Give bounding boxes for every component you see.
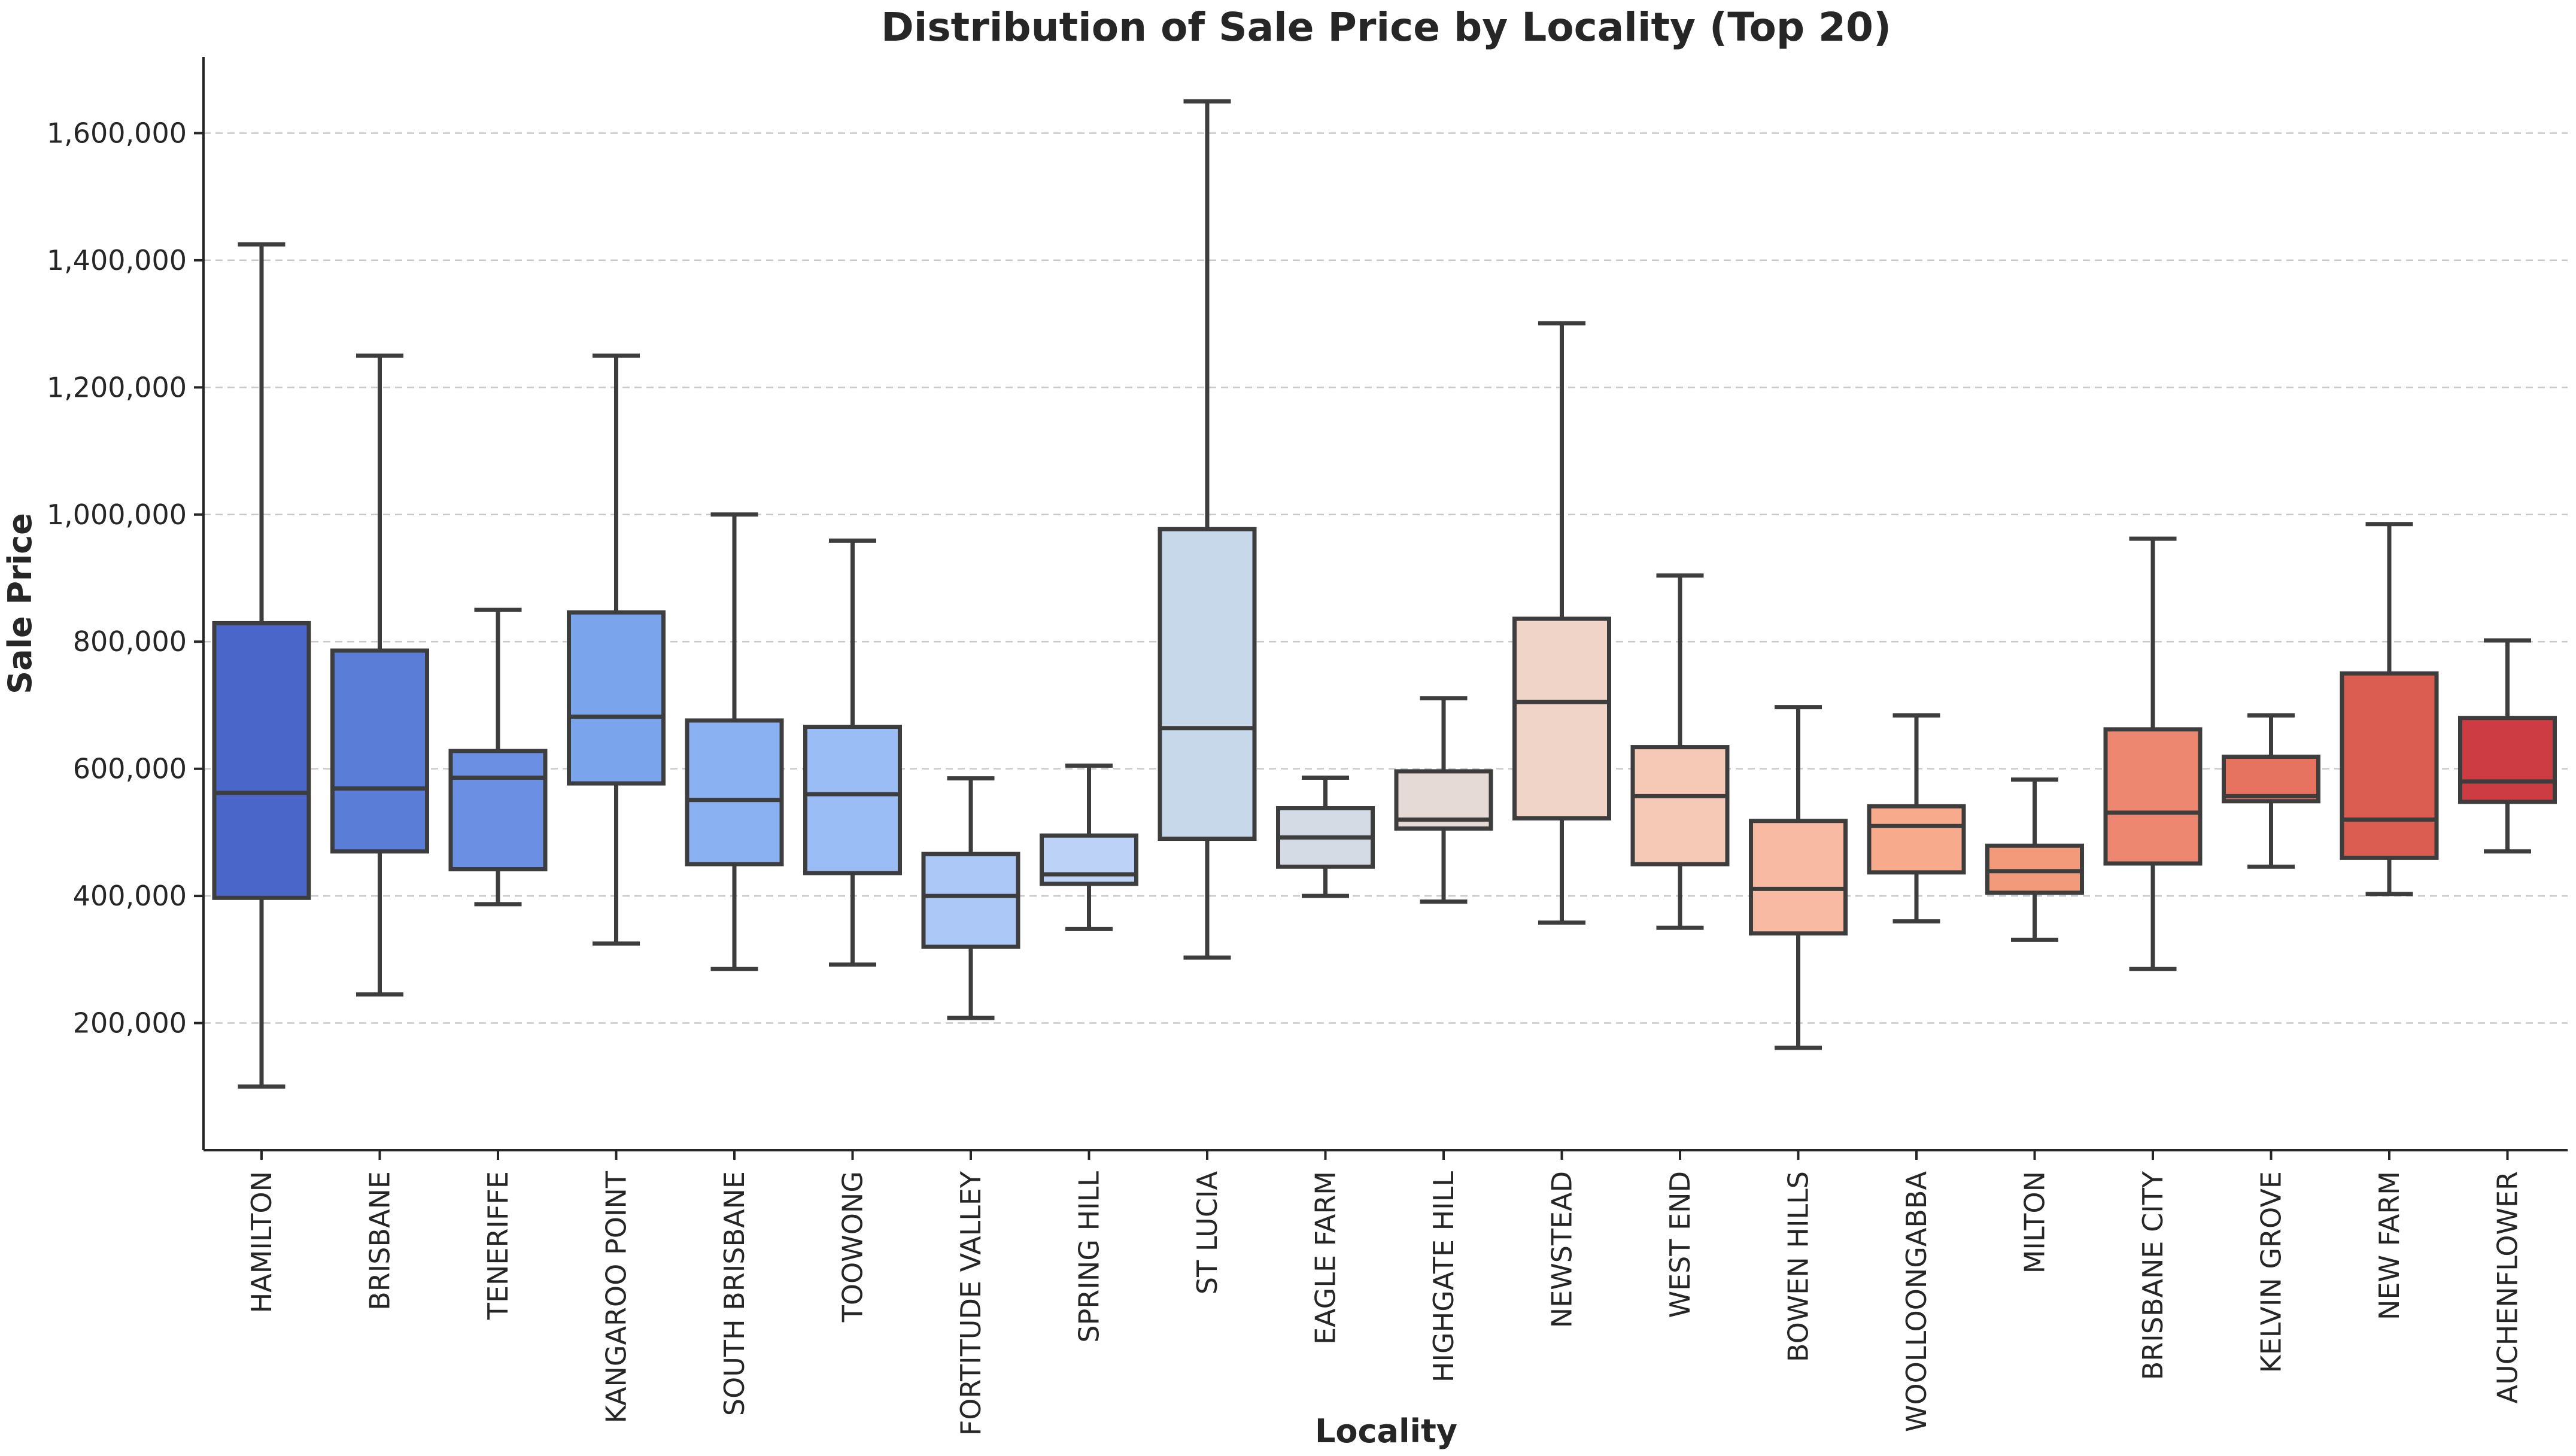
iqr-box xyxy=(1158,527,1257,841)
x-tick-label: AUCHENFLOWER xyxy=(2492,1171,2524,1403)
box-group xyxy=(1276,776,1375,898)
box-group xyxy=(685,512,784,971)
x-tick-label: HIGHGATE HILL xyxy=(1427,1171,1460,1383)
box-group xyxy=(330,353,429,997)
x-tick-label: TENERIFFE xyxy=(482,1171,514,1320)
iqr-box xyxy=(803,725,902,876)
iqr-box xyxy=(1630,745,1730,867)
iqr-box xyxy=(567,610,666,786)
box-group xyxy=(567,353,666,946)
x-tick-label: HAMILTON xyxy=(245,1171,278,1313)
iqr-box xyxy=(2103,727,2203,866)
x-tick-label: NEWSTEAD xyxy=(1546,1171,1578,1328)
box-group xyxy=(1394,696,1493,904)
box-group xyxy=(803,538,902,967)
box-group xyxy=(2340,522,2439,896)
box-group xyxy=(1867,713,1966,924)
box-group xyxy=(448,607,548,907)
box-group xyxy=(2222,713,2320,869)
iqr-box xyxy=(921,852,1020,949)
box-group xyxy=(1630,573,1730,930)
chart-title: Distribution of Sale Price by Locality (… xyxy=(881,4,1891,50)
iqr-box xyxy=(448,749,548,872)
x-tick-label: EAGLE FARM xyxy=(1310,1171,1342,1345)
x-tick-label: BOWEN HILLS xyxy=(1782,1171,1815,1362)
box-group xyxy=(1749,705,1848,1050)
iqr-box xyxy=(212,621,311,900)
y-tick-label: 1,400,000 xyxy=(47,244,187,276)
x-tick-label: SPRING HILL xyxy=(1073,1171,1105,1343)
box-group xyxy=(2103,536,2203,971)
box-group xyxy=(1985,777,2084,942)
y-tick-label: 400,000 xyxy=(73,880,187,912)
x-tick-label: WEST END xyxy=(1664,1171,1696,1318)
y-tick-label: 1,200,000 xyxy=(47,371,187,403)
x-tick-label: BRISBANE xyxy=(364,1171,396,1311)
x-tick-label: WOOLLOONGABBA xyxy=(1900,1171,1933,1432)
x-tick-label: BRISBANE CITY xyxy=(2137,1171,2169,1380)
iqr-box xyxy=(1512,616,1611,821)
iqr-box xyxy=(1749,819,1848,936)
y-tick-label: 1,600,000 xyxy=(47,117,187,149)
box-group xyxy=(1158,99,1257,960)
box-group xyxy=(1512,321,1611,925)
box-group xyxy=(921,776,1020,1020)
x-tick-label: NEW FARM xyxy=(2373,1171,2405,1320)
x-tick-label: KANGAROO POINT xyxy=(600,1171,633,1423)
iqr-box xyxy=(330,648,429,854)
box-layer xyxy=(212,99,2557,1089)
y-tick-label: 600,000 xyxy=(73,753,187,785)
box-group xyxy=(1040,763,1138,931)
x-axis-label: Locality xyxy=(1315,1412,1457,1450)
tick-layer: 200,000 400,000 600,000 800,000 1,000,000 1,2… xyxy=(47,117,2524,1436)
y-axis-label: Sale Price xyxy=(1,513,39,694)
y-tick-label: 1,000,000 xyxy=(47,498,187,531)
iqr-box xyxy=(1040,833,1138,886)
grid-layer xyxy=(203,132,2568,1024)
iqr-box xyxy=(2458,716,2557,804)
x-tick-label: FORTITUDE VALLEY xyxy=(955,1171,987,1436)
y-tick-label: 800,000 xyxy=(73,625,187,658)
x-tick-label: MILTON xyxy=(2019,1171,2051,1273)
iqr-box xyxy=(2222,754,2320,804)
x-tick-label: KELVIN GROVE xyxy=(2255,1171,2288,1373)
box-group xyxy=(212,242,311,1089)
x-tick-label: TOOWONG xyxy=(837,1171,869,1323)
y-tick-label: 200,000 xyxy=(73,1007,187,1039)
iqr-box xyxy=(1867,804,1966,875)
iqr-box xyxy=(685,718,784,867)
box-group xyxy=(2458,638,2557,854)
axis-layer xyxy=(202,57,2568,1151)
x-tick-label: SOUTH BRISBANE xyxy=(718,1171,751,1416)
iqr-box xyxy=(2340,671,2439,860)
x-tick-label: ST LUCIA xyxy=(1191,1171,1223,1294)
